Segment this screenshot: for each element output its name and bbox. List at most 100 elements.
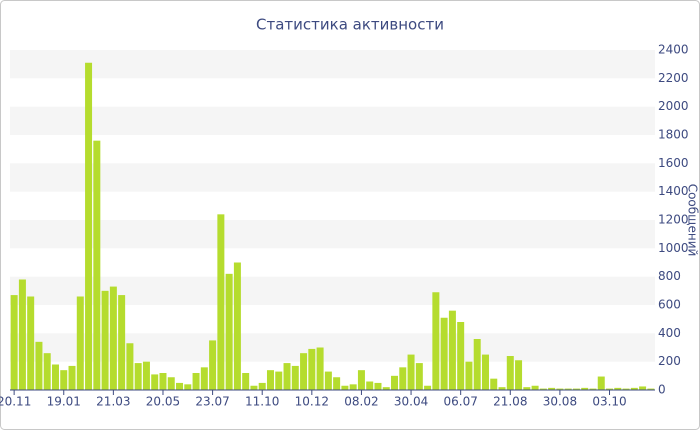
x-tick-label: 19.01	[47, 395, 81, 409]
bar	[291, 365, 299, 390]
bar	[126, 343, 134, 390]
grid-band	[10, 106, 655, 135]
bar	[18, 279, 26, 390]
bar	[622, 388, 630, 390]
y-axis-title: Сообщений	[686, 184, 700, 257]
x-tick-label: 21.08	[493, 395, 527, 409]
bar	[275, 371, 283, 390]
x-tick-label: 20.11	[0, 395, 31, 409]
bar	[548, 387, 556, 390]
x-tick-label: 11.10	[245, 395, 279, 409]
bar	[324, 371, 332, 390]
bar	[382, 387, 390, 390]
bar	[349, 384, 357, 390]
bar	[432, 292, 440, 390]
bar	[134, 363, 142, 390]
bar	[440, 317, 448, 390]
bar	[68, 365, 76, 390]
bar	[200, 367, 208, 390]
grid-band	[10, 163, 655, 192]
bar	[101, 290, 109, 390]
grid-band	[10, 276, 655, 305]
bar	[556, 388, 564, 390]
grid-band	[10, 50, 655, 79]
bar	[490, 378, 498, 390]
bar	[581, 387, 589, 390]
bar	[43, 353, 51, 390]
grid-band	[10, 333, 655, 362]
bar	[523, 387, 531, 390]
bar	[465, 361, 473, 390]
bar	[498, 387, 506, 390]
bar	[366, 381, 374, 390]
bar	[473, 339, 481, 390]
bar	[233, 262, 241, 390]
bar	[159, 373, 167, 390]
bar	[151, 374, 159, 390]
x-tick-label: 30.04	[394, 395, 428, 409]
bar	[176, 382, 184, 390]
bar	[225, 273, 233, 390]
grid-bands	[10, 50, 655, 362]
bar	[93, 140, 101, 390]
x-tick-label: 08.02	[344, 395, 378, 409]
bar	[539, 388, 547, 390]
bar	[217, 214, 225, 390]
bar	[109, 286, 117, 390]
bar	[647, 388, 655, 390]
x-tick-label: 21.03	[96, 395, 130, 409]
y-tick-label: 200	[658, 354, 681, 368]
x-tick-label: 10.12	[295, 395, 329, 409]
bar	[167, 377, 175, 390]
bar	[415, 363, 423, 390]
bar	[506, 356, 514, 390]
bar	[572, 388, 580, 390]
y-tick-label: 1200	[658, 213, 689, 227]
y-tick-label: 600	[658, 298, 681, 312]
bar	[424, 385, 432, 390]
bar	[407, 354, 415, 390]
bar	[341, 385, 349, 390]
y-tick-label: 2200	[658, 71, 689, 85]
bar	[374, 382, 382, 390]
bar	[308, 348, 316, 390]
bar	[531, 385, 539, 390]
bar	[250, 385, 258, 390]
bar	[85, 62, 93, 390]
bar	[515, 360, 523, 390]
y-tick-label: 0	[658, 383, 666, 397]
y-tick-label: 1800	[658, 128, 689, 142]
y-tick-label: 2400	[658, 43, 689, 57]
bar	[142, 361, 150, 390]
x-tick-label: 23.07	[195, 395, 229, 409]
y-tick-label: 400	[658, 326, 681, 340]
y-tick-label: 1000	[658, 241, 689, 255]
x-tick-label: 03.10	[592, 395, 626, 409]
bar	[10, 295, 18, 390]
bar	[76, 296, 84, 390]
bar	[51, 364, 59, 390]
bar	[300, 353, 308, 390]
bar	[283, 363, 291, 390]
bar	[481, 354, 489, 390]
bar	[192, 373, 200, 390]
y-tick-label: 800	[658, 269, 681, 283]
bar	[391, 375, 399, 390]
bar	[258, 382, 266, 390]
x-tick-label: 30.08	[543, 395, 577, 409]
bar	[27, 296, 35, 390]
bar	[242, 373, 250, 390]
y-tick-label: 2000	[658, 99, 689, 113]
bar	[316, 347, 324, 390]
bar	[266, 370, 274, 390]
bar	[606, 388, 614, 390]
bar	[630, 387, 638, 390]
bar	[399, 367, 407, 390]
x-tick-label: 06.07	[443, 395, 477, 409]
y-tick-label: 1600	[658, 156, 689, 170]
bar	[564, 388, 572, 390]
bar	[35, 341, 43, 390]
x-tick-label: 20.05	[146, 395, 180, 409]
bar	[333, 377, 341, 390]
chart-title: Статистика активности	[256, 16, 444, 34]
